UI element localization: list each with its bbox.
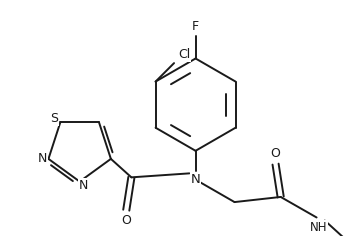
Text: N: N — [79, 179, 89, 192]
Text: N: N — [191, 173, 200, 186]
Text: O: O — [121, 214, 131, 227]
Text: N: N — [38, 152, 47, 165]
Text: S: S — [50, 112, 58, 124]
Text: O: O — [271, 147, 281, 160]
Text: Cl: Cl — [178, 48, 190, 61]
Text: F: F — [192, 20, 199, 33]
Text: NH: NH — [310, 221, 327, 234]
